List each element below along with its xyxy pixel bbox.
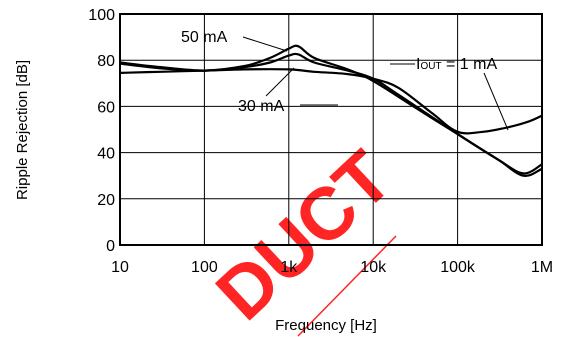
y-tick-label: 0 <box>106 238 115 255</box>
watermark: DUCT <box>200 135 407 337</box>
y-tick-label: 80 <box>97 53 115 70</box>
series-1ma-line <box>119 68 543 135</box>
x-tick-label: 10 <box>111 259 129 276</box>
y-tick-label: 100 <box>88 7 115 24</box>
x-axis-title: Frequency [Hz] <box>275 317 377 334</box>
annotation-30ma-leader <box>265 67 295 97</box>
annotation-1ma-rest: = 1 mA <box>442 56 498 73</box>
y-tick-label: 40 <box>97 146 115 163</box>
y-axis-title: Ripple Rejection [dB] <box>14 60 31 200</box>
x-tick-label: 10k <box>360 259 387 276</box>
annotation-50ma-leader <box>242 36 288 52</box>
annotation-1ma: IOUT = 1 mA <box>390 56 509 131</box>
x-tick-label: 100k <box>440 259 476 276</box>
x-tick-label: 100 <box>191 259 218 276</box>
annotation-1ma-leader <box>483 72 509 131</box>
y-tick-labels: 0 20 40 60 80 100 <box>88 7 115 255</box>
annotation-50ma: 50 mA <box>181 29 288 52</box>
watermark-text: DUCT <box>200 135 407 336</box>
annotation-30ma-label: 30 mA <box>238 98 285 115</box>
x-tick-label: 1M <box>531 259 553 276</box>
x-tick-labels: 10 100 1k 10k 100k 1M <box>111 259 553 276</box>
annotation-50ma-label: 50 mA <box>181 29 228 46</box>
plot-frame <box>119 13 543 246</box>
annotation-1ma-label: IOUT = 1 mA <box>416 56 497 73</box>
curves <box>119 44 543 177</box>
annotation-1ma-sub: OUT <box>420 61 441 72</box>
annotation-30ma: 30 mA <box>238 67 338 115</box>
watermark-stroke <box>297 235 397 337</box>
annotation-1ma-main: I <box>416 56 420 73</box>
y-tick-label: 20 <box>97 192 115 209</box>
y-tick-label: 60 <box>97 99 115 116</box>
x-tick-label: 1k <box>280 259 298 276</box>
